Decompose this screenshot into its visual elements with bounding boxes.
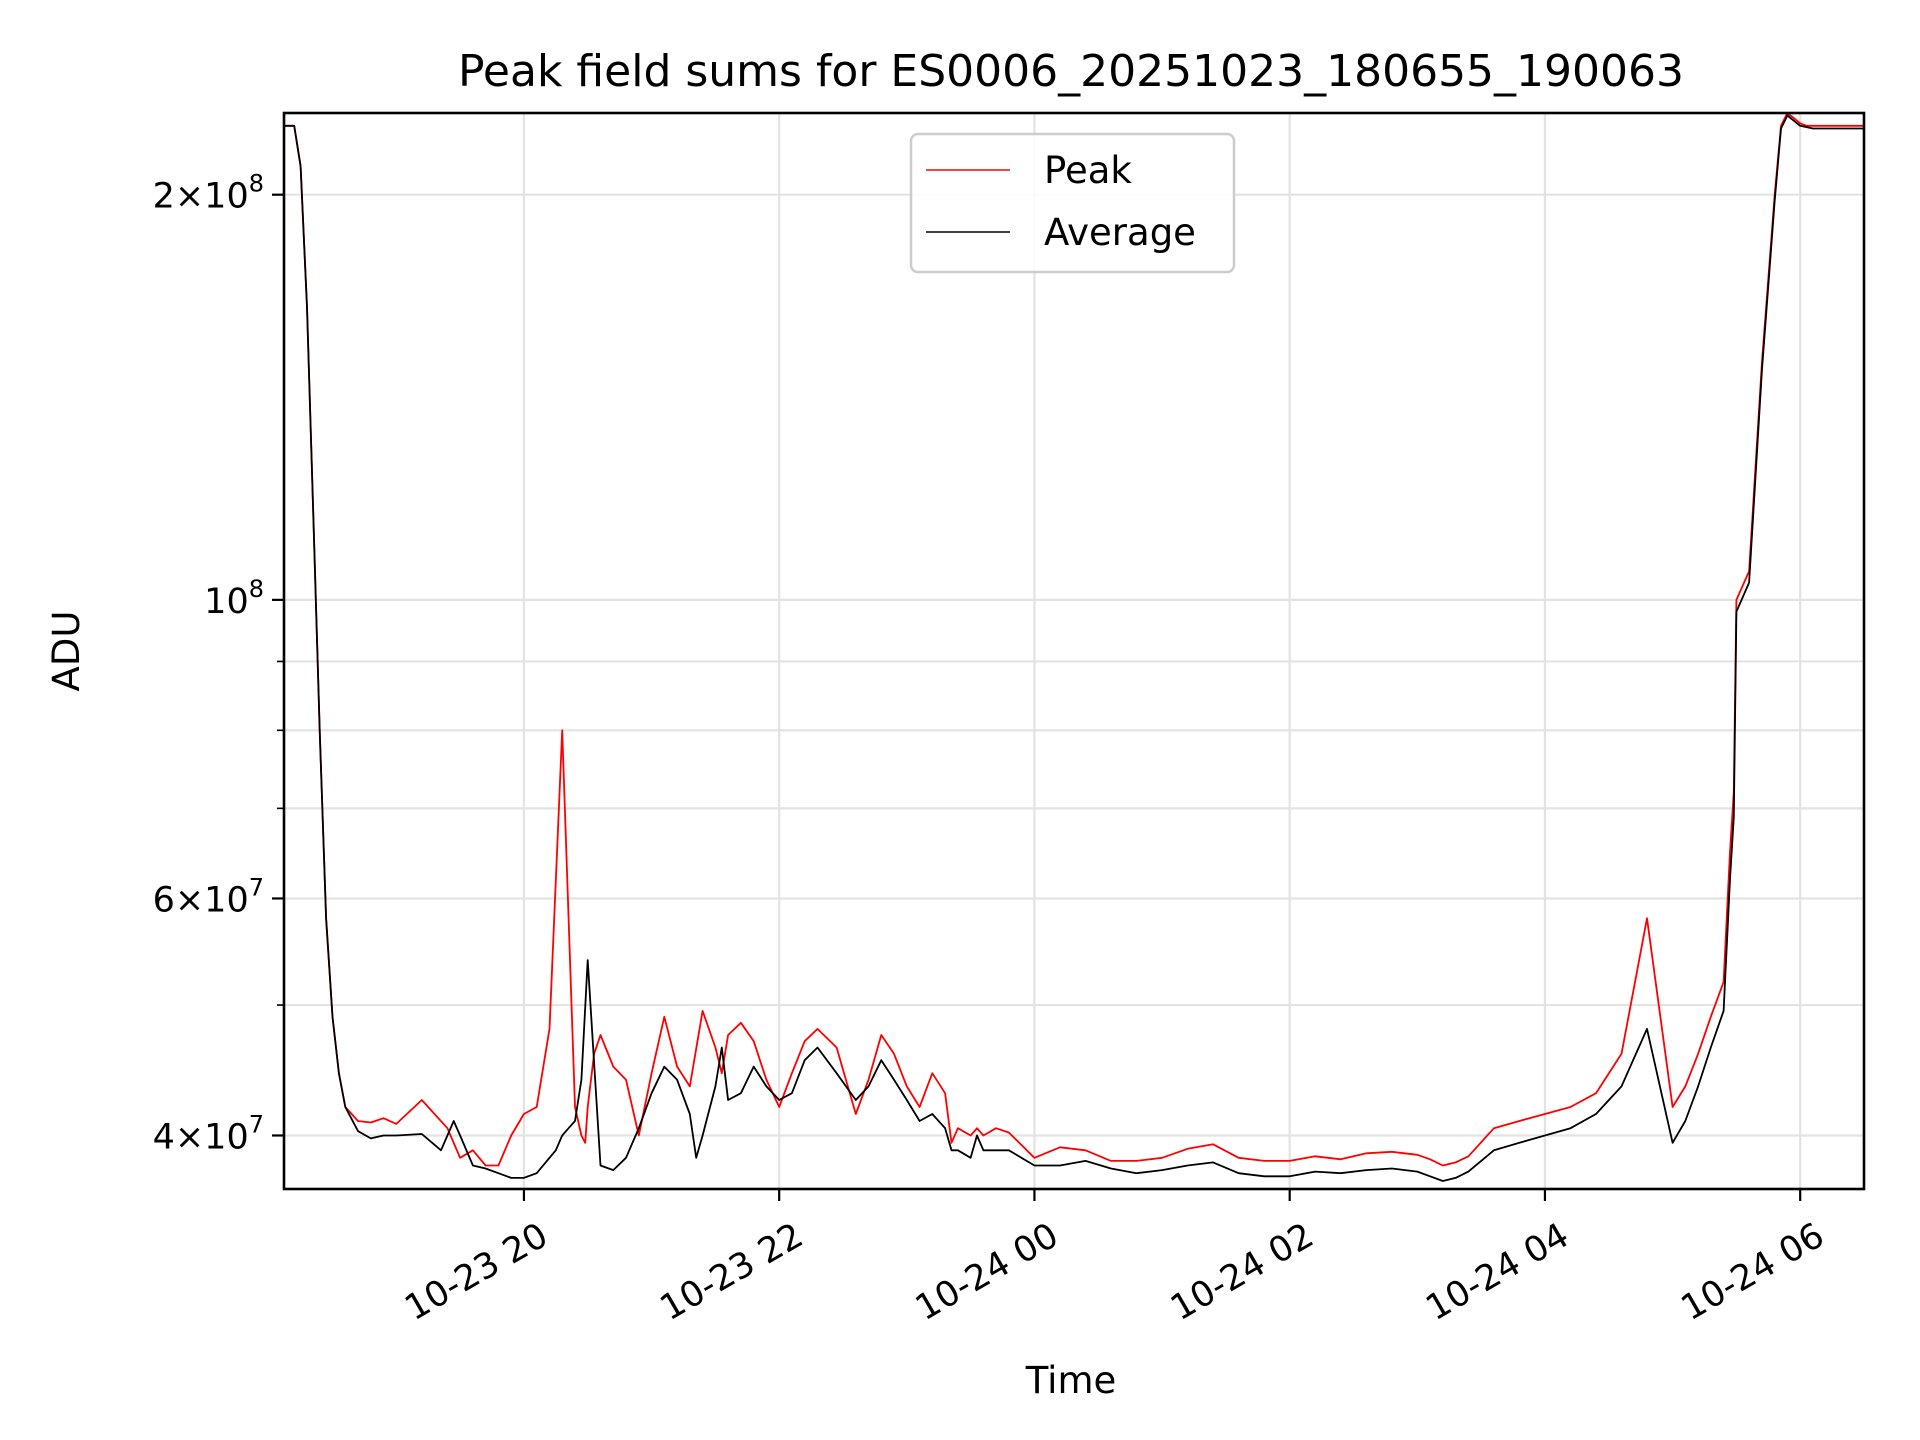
y-tick-label: 4×107 — [153, 1110, 264, 1157]
legend-label-peak: Peak — [1044, 149, 1132, 192]
y-axis-label: ADU — [45, 611, 88, 692]
y-tick-label: 108 — [204, 575, 264, 622]
x-axis-label: Time — [1025, 1359, 1117, 1402]
legend-box — [909, 132, 1236, 274]
series-lines — [284, 113, 1864, 1182]
legend-label-average: Average — [1044, 211, 1196, 254]
plot-area — [284, 113, 1864, 1189]
grid-lines — [284, 113, 1864, 1189]
y-tick-label: 6×107 — [153, 873, 264, 920]
chart-title: Peak field sums for ES0006_20251023_1806… — [458, 46, 1684, 97]
plot-frame — [282, 111, 1866, 1191]
y-tick-label: 2×108 — [153, 170, 264, 217]
series-line-peak — [284, 113, 1864, 1167]
legend: Peak Average — [909, 132, 1236, 274]
series-line-average — [284, 114, 1864, 1182]
